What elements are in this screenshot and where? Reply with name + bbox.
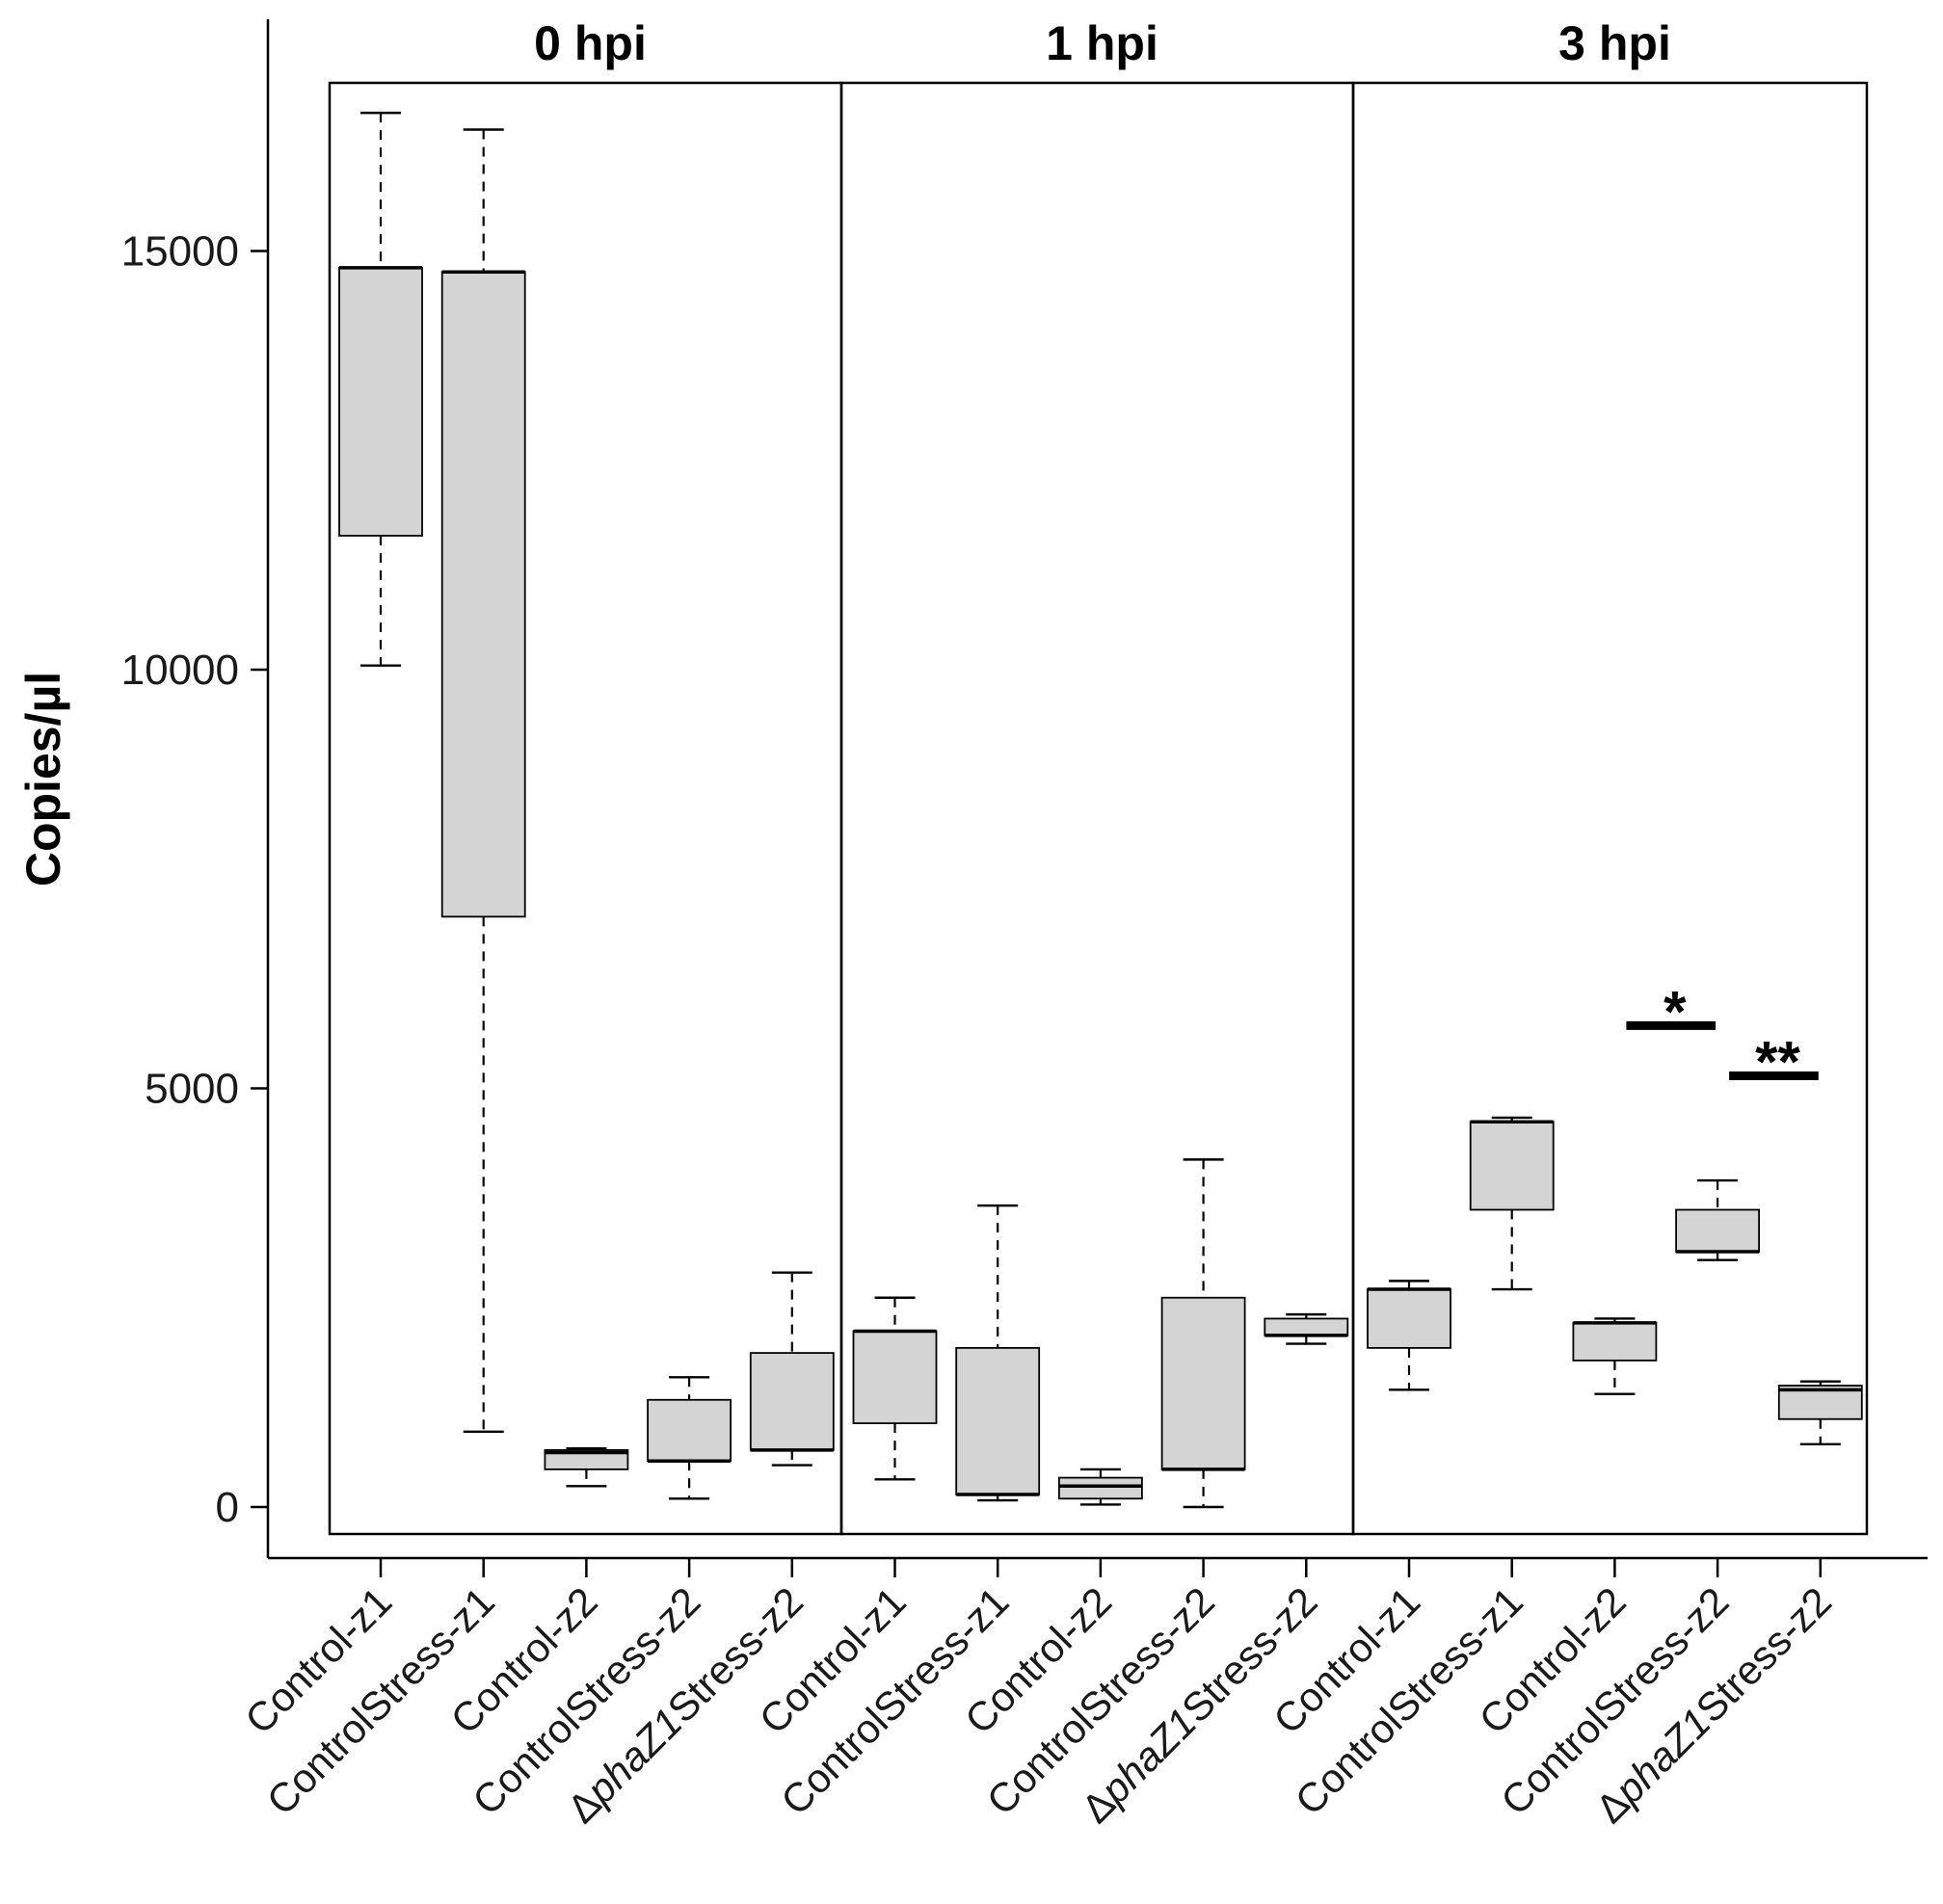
box-group — [1469, 1116, 1555, 1291]
iqr-box — [1469, 1121, 1555, 1211]
iqr-box — [338, 266, 423, 537]
iqr-box — [1572, 1321, 1658, 1362]
significance-label: * — [1664, 979, 1687, 1044]
box-group — [544, 1446, 629, 1488]
panel-frame — [1351, 81, 1869, 1536]
y-tick-label: 0 — [216, 1484, 239, 1531]
y-tick-label: 10000 — [121, 647, 239, 694]
box-group — [955, 1203, 1041, 1502]
y-axis-label: Copies/µl — [16, 672, 70, 886]
iqr-box — [544, 1449, 629, 1470]
iqr-box — [1058, 1476, 1143, 1500]
iqr-box — [955, 1346, 1041, 1495]
box-group — [338, 111, 423, 667]
iqr-box — [1367, 1288, 1451, 1349]
box-group — [852, 1296, 938, 1481]
box-group — [1160, 1158, 1246, 1509]
panel-title: 1 hpi — [1046, 16, 1158, 70]
significance-label: ** — [1755, 1029, 1800, 1094]
panel-title: 0 hpi — [534, 16, 647, 70]
panel-frame — [839, 81, 1355, 1536]
box-group — [1058, 1468, 1143, 1506]
iqr-box — [440, 271, 526, 918]
box-group — [1675, 1178, 1760, 1261]
box-group — [440, 128, 526, 1433]
y-tick-label: 5000 — [145, 1066, 239, 1113]
box-group — [647, 1376, 732, 1500]
iqr-box — [1160, 1296, 1246, 1470]
box-group — [1572, 1317, 1658, 1395]
y-tick-label: 15000 — [121, 228, 239, 276]
iqr-box — [647, 1398, 732, 1463]
iqr-box — [1675, 1208, 1760, 1253]
iqr-box — [852, 1330, 938, 1425]
box-group — [749, 1271, 835, 1467]
box-group — [1367, 1280, 1451, 1391]
box-group — [1777, 1380, 1863, 1446]
iqr-box — [1264, 1317, 1349, 1336]
iqr-box — [749, 1352, 835, 1451]
panel-title: 3 hpi — [1558, 16, 1671, 70]
box-group — [1264, 1312, 1349, 1345]
